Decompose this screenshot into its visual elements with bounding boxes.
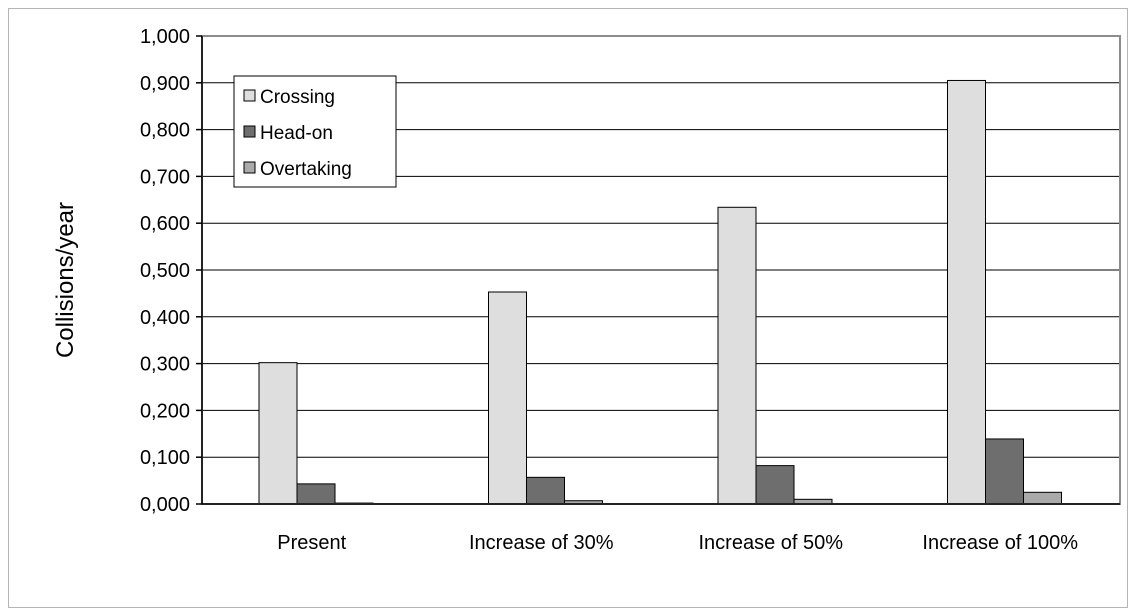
bar-crossing-1 <box>488 291 527 505</box>
x-category-labels: Present Increase of 30% Increase of 50% Inc… <box>277 532 1078 554</box>
y-tick-label: 0,700 <box>140 166 190 188</box>
bar-head-on-0 <box>296 483 336 505</box>
x-category-label: Increase of 30% <box>469 532 614 554</box>
y-axis-title: Collisions/year <box>52 202 79 358</box>
y-tick-label: 0,400 <box>140 307 190 329</box>
y-tick-label: 0,300 <box>140 354 190 376</box>
x-category-label: Increase of 100% <box>922 532 1078 554</box>
legend-label: Crossing <box>260 87 335 108</box>
x-category-label: Increase of 50% <box>698 532 843 554</box>
bars <box>258 79 1062 505</box>
bar-overtaking-3 <box>1023 491 1062 505</box>
legend-swatch <box>243 161 256 174</box>
bar-chart: 0,000 0,100 0,200 0,300 0,400 0,500 0,600 0,700… <box>52 26 1121 554</box>
y-tick-label: 0,900 <box>140 73 190 95</box>
y-tick-label: 0,800 <box>140 120 190 142</box>
bar-head-on-3 <box>985 438 1024 505</box>
y-tick-labels: 0,000 0,100 0,200 0,300 0,400 0,500 0,600 0,700… <box>140 26 190 516</box>
y-tick-label: 0,200 <box>140 400 190 422</box>
legend-swatch <box>243 89 256 102</box>
y-tick-label: 0,600 <box>140 213 190 235</box>
bar-crossing-2 <box>717 206 757 505</box>
chart-frame: 0,000 0,100 0,200 0,300 0,400 0,500 0,600 0,700… <box>8 8 1128 608</box>
y-tick-label: 1,000 <box>140 26 190 48</box>
legend-swatch <box>243 125 256 138</box>
legend: Crossing Head-on Overtaking <box>233 75 397 188</box>
x-category-label: Present <box>277 532 346 554</box>
bar-crossing-3 <box>947 79 986 505</box>
y-tick-label: 0,100 <box>140 447 190 469</box>
y-tick-label: 0,500 <box>140 260 190 282</box>
y-tick-label: 0,000 <box>140 494 190 516</box>
legend-label: Overtaking <box>260 159 352 180</box>
legend-box <box>233 75 397 188</box>
bar-head-on-1 <box>526 476 565 505</box>
legend-label: Head-on <box>260 123 333 144</box>
bar-crossing-0 <box>258 362 298 505</box>
axes <box>196 35 1121 505</box>
bar-head-on-2 <box>755 465 795 505</box>
